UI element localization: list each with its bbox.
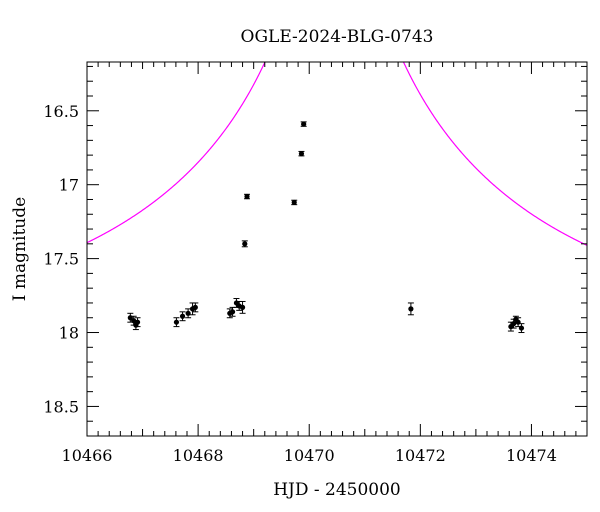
y-tick-label: 18 — [59, 324, 79, 343]
data-marker — [179, 313, 186, 319]
x-tick-label: 10466 — [62, 446, 113, 465]
data-point — [179, 311, 186, 322]
data-marker — [298, 151, 305, 157]
model-curve — [87, 62, 587, 246]
data-point — [173, 317, 180, 328]
data-marker — [301, 121, 307, 127]
data-point — [518, 323, 525, 334]
y-tick-label: 16.5 — [43, 102, 79, 121]
data-point — [244, 193, 250, 200]
data-marker — [185, 310, 191, 316]
x-tick-label: 10474 — [506, 446, 557, 465]
data-marker — [229, 309, 236, 315]
data-marker — [134, 319, 141, 325]
data-point — [134, 317, 141, 328]
model-curve-layer — [87, 62, 587, 246]
data-point — [291, 199, 298, 206]
y-tick-label: 18.5 — [43, 397, 79, 416]
chart-title: OGLE-2024-BLG-0743 — [241, 27, 434, 47]
data-points-layer — [127, 121, 525, 334]
data-marker — [518, 325, 525, 331]
data-marker — [244, 193, 250, 200]
axis-ticks — [86, 62, 588, 437]
x-tick-label: 10468 — [173, 446, 224, 465]
x-tick-label: 10470 — [284, 446, 335, 465]
data-marker — [408, 306, 414, 312]
x-tick-labels: 10466 10468 10470 10472 10474 — [62, 446, 557, 465]
data-point — [239, 300, 246, 314]
data-marker — [242, 241, 248, 247]
data-marker — [192, 304, 198, 310]
y-tick-labels: 16.5 17 17.5 18 18.5 — [43, 102, 79, 417]
data-marker — [239, 304, 246, 310]
data-point — [298, 150, 305, 157]
y-tick-label: 17 — [59, 176, 79, 195]
data-point — [407, 302, 414, 316]
y-axis-label: I magnitude — [10, 197, 30, 301]
data-point — [192, 302, 199, 313]
data-marker — [291, 199, 297, 206]
y-tick-label: 17.5 — [43, 250, 79, 269]
plot-frame — [86, 61, 588, 437]
data-marker — [173, 319, 180, 325]
data-point — [185, 308, 192, 319]
x-axis-label: HJD - 2450000 — [273, 480, 401, 500]
x-tick-label: 10472 — [395, 446, 446, 465]
data-point — [241, 240, 248, 248]
data-point — [300, 121, 307, 127]
